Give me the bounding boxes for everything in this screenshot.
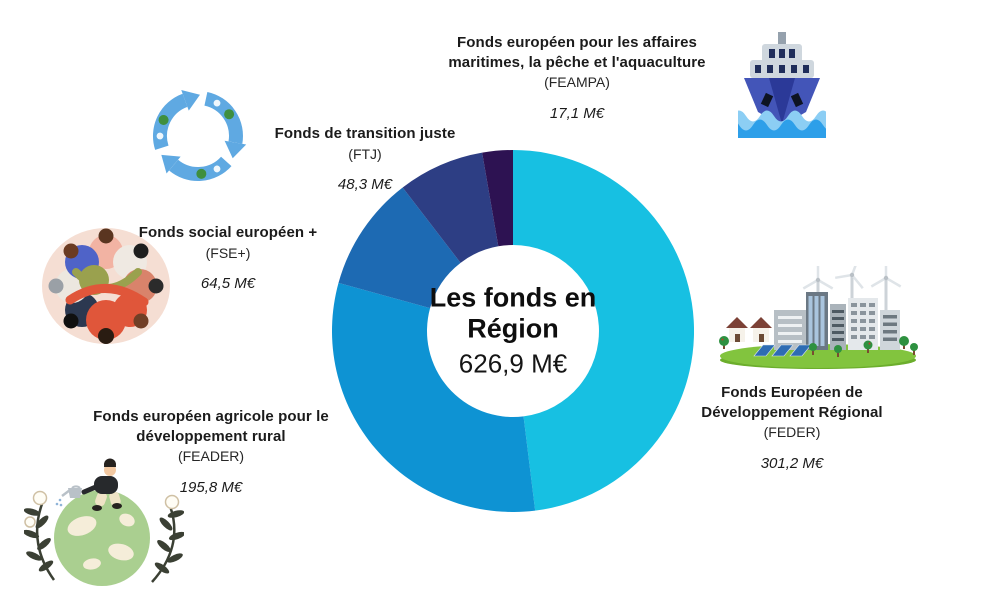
ftj-title: Fonds de transition juste <box>274 125 456 142</box>
fse-title: Fonds social européen + <box>138 224 318 241</box>
feader-title: Fonds européen agricole pour le développ… <box>93 408 329 445</box>
feader-amount: 195,8 M€ <box>179 478 243 496</box>
chart-title-line2: Région <box>467 312 559 343</box>
trees <box>719 336 918 357</box>
feder-amount: 301,2 M€ <box>760 454 824 472</box>
city-windfarm-icon <box>718 258 922 370</box>
feder-title: Fonds Européen de Développement Régional <box>701 384 883 421</box>
chart-total-amount: 626,9 M€ <box>458 348 568 379</box>
donut-slice-FEADER <box>331 282 536 513</box>
ship-icon <box>725 32 837 138</box>
donut-slice-FEAMPA <box>482 150 513 247</box>
ship-icon-svg <box>725 32 837 138</box>
donut-slice-FSE <box>338 187 461 309</box>
donut-chart <box>331 150 695 513</box>
city-windfarm-icon-svg <box>719 258 918 369</box>
ftj-amount: 48,3 M€ <box>337 176 393 193</box>
label-fse: Fonds social européen + (FSE+) 64,5 M€ <box>123 223 333 292</box>
donut-slice-FEDER <box>513 150 695 511</box>
globe-gardener-icon-svg <box>22 458 186 586</box>
feampa-amount: 17,1 M€ <box>549 104 605 122</box>
feampa-acronym: (FEAMPA) <box>544 74 610 90</box>
donut-chart-svg <box>331 150 695 513</box>
feampa-title: Fonds européen pour les affaires maritim… <box>448 34 706 71</box>
recycle-arrow <box>161 154 232 181</box>
recycle-arrow <box>153 90 200 150</box>
recycle-icon-svg <box>153 90 247 181</box>
globe-gardener-icon <box>22 446 186 590</box>
donut-slice-FTJ <box>402 152 499 263</box>
feder-acronym: (FEDER) <box>763 424 821 440</box>
ftj-acronym: (FTJ) <box>348 145 382 162</box>
chart-title-line1: Les fonds en <box>429 282 597 313</box>
label-feder: Fonds Européen de Développement Régional… <box>684 383 900 472</box>
label-feader: Fonds européen agricole pour le développ… <box>91 407 331 496</box>
chart-center-label: Les fonds en Région 626,9 M€ <box>416 282 611 379</box>
recycle-icon <box>138 66 258 198</box>
label-ftj: Fonds de transition juste (FTJ) 48,3 M€ <box>265 124 465 193</box>
fse-amount: 64,5 M€ <box>200 275 256 292</box>
group-hug-icon <box>36 222 178 356</box>
feader-acronym: (FEADER) <box>177 448 245 464</box>
recycle-arrow <box>204 91 247 159</box>
fse-acronym: (FSE+) <box>205 244 251 261</box>
label-feampa: Fonds européen pour les affaires maritim… <box>427 33 727 122</box>
group-hug-icon-svg <box>42 228 170 344</box>
